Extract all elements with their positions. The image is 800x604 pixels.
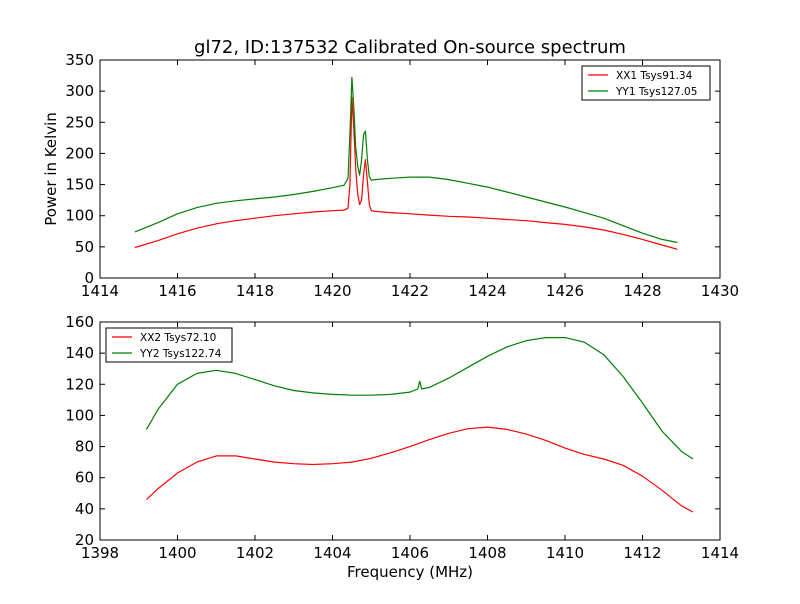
x-tick-label: 1414 xyxy=(701,544,739,562)
x-tick-label: 1420 xyxy=(313,282,351,300)
y-tick-label: 300 xyxy=(65,82,94,100)
y-axis-label: Power in Kelvin xyxy=(42,112,60,226)
y-tick-label: 250 xyxy=(65,113,94,131)
x-tick-label: 1426 xyxy=(546,282,584,300)
x-tick-label: 1416 xyxy=(158,282,196,300)
y-tick-label: 20 xyxy=(75,531,94,549)
legend-box xyxy=(105,327,233,363)
legend-label: XX2 Tsys72.10 xyxy=(140,332,216,344)
x-tick-label: 1398 xyxy=(81,544,119,562)
x-tick-label: 1412 xyxy=(623,544,661,562)
x-tick-label: 1430 xyxy=(701,282,739,300)
top-spectrum-panel: 1414 1416 1418 1420 1422 1424 1426 1428 1430 0 50 1… xyxy=(42,51,739,300)
legend-label: YY2 Tsys122.74 xyxy=(139,348,222,360)
x-tick-label: 1410 xyxy=(546,544,584,562)
y-tick-label: 200 xyxy=(65,144,94,162)
series-line-yy xyxy=(145,337,694,460)
series-line-xx xyxy=(134,96,678,250)
y-tick-label: 140 xyxy=(65,344,94,362)
y-tick-label: 0 xyxy=(84,269,94,287)
x-axis-label: Frequency (MHz) xyxy=(347,563,473,581)
x-tick-label: 1408 xyxy=(468,544,506,562)
y-tick-label: 350 xyxy=(65,51,94,69)
series-line-yy xyxy=(134,76,678,244)
x-tick-label: 1400 xyxy=(158,544,196,562)
legend-box xyxy=(581,65,711,101)
bottom-spectrum-panel: 1398 1400 1402 1404 1406 1408 1410 1412 1414 20 40… xyxy=(65,313,739,581)
x-tick-label: 1424 xyxy=(468,282,506,300)
y-tick-label: 100 xyxy=(65,207,94,225)
x-tick-label: 1422 xyxy=(391,282,429,300)
y-tick-label: 50 xyxy=(75,238,94,256)
y-tick-label: 120 xyxy=(65,375,94,393)
x-tick-label: 1404 xyxy=(313,544,351,562)
y-tick-label: 40 xyxy=(75,500,94,518)
y-tick-label: 60 xyxy=(75,469,94,487)
y-tick-label: 160 xyxy=(65,313,94,331)
series-line-xx xyxy=(146,426,694,513)
y-tick-label: 100 xyxy=(65,406,94,424)
x-tick-label: 1402 xyxy=(236,544,274,562)
y-tick-label: 150 xyxy=(65,176,94,194)
x-tick-label: 1406 xyxy=(391,544,429,562)
y-tick-label: 80 xyxy=(75,438,94,456)
x-tick-label: 1418 xyxy=(236,282,274,300)
chart-title: gl72, ID:137532 Calibrated On-source spe… xyxy=(194,37,626,58)
legend-label: XX1 Tsys91.34 xyxy=(616,70,693,82)
x-tick-label: 1428 xyxy=(623,282,661,300)
legend-label: YY1 Tsys127.05 xyxy=(615,86,697,98)
x-tick-label: 1414 xyxy=(81,282,119,300)
